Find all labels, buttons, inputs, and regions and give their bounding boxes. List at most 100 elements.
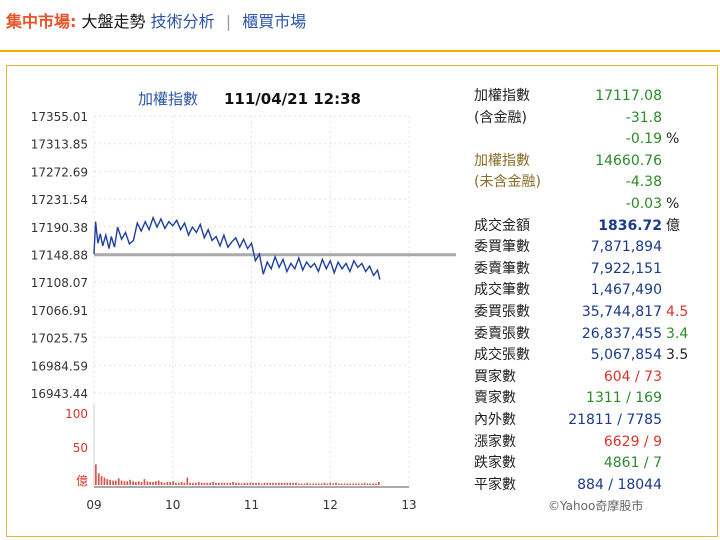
volume-bar [172, 481, 174, 485]
volume-bar [352, 483, 354, 485]
tab-trend[interactable]: 大盤走勢 [81, 12, 146, 31]
volume-unit-label: 億 [76, 474, 88, 488]
volume-bar [123, 481, 126, 485]
stat-value: -0.19 [625, 131, 662, 148]
stat-label: 加權指數 [474, 152, 530, 169]
volume-bar [326, 483, 329, 485]
stat-extra: 4.5 [666, 303, 689, 320]
x-tick-label: 09 [86, 498, 101, 512]
nav-bar: 集中市場: 大盤走勢 技術分析 | 櫃買市場 [6, 8, 306, 32]
volume-bar [315, 483, 317, 485]
stat-label: 平家數 [474, 476, 516, 493]
nav-separator: | [225, 12, 232, 31]
stat-label: (含金融) [474, 109, 527, 126]
stat-value: 6629 / 9 [603, 433, 662, 450]
stat-row: 漲家數 6629 / 9 [474, 432, 720, 454]
volume-bar [237, 482, 240, 485]
volume-bar [272, 482, 274, 485]
volume-bar [95, 464, 97, 485]
volume-bar [209, 482, 211, 485]
stat-label: 委買筆數 [474, 239, 530, 256]
volume-bar [378, 482, 380, 485]
volume-bar [246, 482, 249, 485]
stat-row: 平家數 884 / 18044 [474, 475, 720, 497]
volume-bar [240, 483, 243, 485]
volume-bar [375, 483, 377, 485]
volume-bar [295, 482, 297, 485]
volume-bar [235, 482, 237, 485]
y-tick-label: 17025.75 [31, 332, 88, 346]
volume-bar [192, 482, 194, 485]
volume-bar [197, 482, 200, 485]
y-tick-label: 17313.85 [31, 138, 88, 152]
stat-value: 1836.72 [598, 217, 662, 234]
volume-bar [143, 479, 146, 485]
volume-bar [152, 482, 154, 485]
volume-bar [372, 483, 374, 485]
stat-label: 成交張數 [474, 347, 530, 364]
volume-bar [135, 482, 137, 485]
volume-bar [292, 482, 294, 485]
volume-label-100: 100 [65, 407, 88, 421]
volume-bar [275, 482, 277, 485]
tab-technical-analysis[interactable]: 技術分析 [150, 12, 215, 31]
volume-bar [140, 482, 143, 485]
volume-bars [95, 464, 380, 485]
stat-label: 賣家數 [474, 390, 516, 407]
stat-value: -4.38 [625, 174, 662, 191]
volume-bar [269, 482, 272, 485]
volume-bar [360, 483, 363, 485]
stat-value: 14660.76 [595, 152, 662, 169]
volume-bar [183, 482, 186, 485]
stat-extra: 3.4 [666, 325, 689, 342]
volume-bar [260, 483, 263, 485]
volume-bar [346, 483, 349, 485]
stat-value: 1311 / 169 [586, 390, 662, 407]
volume-bar [263, 482, 266, 485]
volume-bar [349, 483, 352, 485]
stat-value: 26,837,455 [581, 325, 662, 342]
stat-row: 委賣張數 26,837,455 3.4 [474, 324, 720, 346]
volume-bar [112, 480, 114, 485]
stat-label: 成交金額 [474, 217, 530, 234]
stat-row: 加權指數 14660.76 [474, 151, 720, 173]
volume-bar [249, 482, 252, 485]
volume-bar [286, 482, 289, 485]
volume-bar [146, 481, 149, 485]
stat-label: 委買張數 [474, 303, 530, 320]
volume-bar [289, 482, 292, 485]
stat-value: -31.8 [625, 109, 662, 126]
x-axis-ticks: 09 10 11 12 13 [86, 498, 416, 512]
volume-bar [278, 482, 280, 485]
volume-bar [220, 482, 223, 485]
volume-bar [163, 482, 166, 485]
y-tick-label: 16943.44 [31, 387, 88, 401]
volume-bar [309, 483, 312, 485]
copyright: ©Yahoo奇摩股市 [548, 499, 644, 513]
stat-label: 成交筆數 [474, 282, 530, 299]
stat-label: 委賣張數 [474, 325, 530, 342]
y-tick-label: 17108.07 [31, 276, 88, 290]
volume-bar [303, 483, 306, 485]
volume-bar [335, 482, 337, 485]
volume-bar [252, 482, 254, 485]
stat-label: 加權指數 [474, 88, 530, 104]
stat-row: 內外數 21811 / 7785 [474, 410, 720, 432]
tab-otc-market[interactable]: 櫃買市場 [242, 12, 307, 31]
stat-value: -0.03 [625, 195, 662, 212]
volume-bar [338, 483, 340, 485]
y-tick-label: 17272.69 [31, 165, 88, 179]
volume-bar [129, 479, 131, 485]
stat-value: 604 / 73 [603, 368, 662, 385]
volume-bar [266, 482, 269, 485]
volume-bar [200, 482, 203, 485]
stat-label: 內外數 [474, 411, 516, 428]
volume-bar [312, 483, 314, 485]
stat-row: 賣家數 1311 / 169 [474, 388, 720, 410]
volume-bar [343, 483, 346, 485]
volume-bar [206, 482, 209, 485]
x-tick-label: 12 [323, 498, 338, 512]
y-axis-ticks: 17355.01 17313.85 17272.69 17231.54 17190.38… [31, 110, 88, 401]
volume-bar [126, 481, 129, 485]
y-tick-label: 17066.91 [31, 304, 88, 318]
